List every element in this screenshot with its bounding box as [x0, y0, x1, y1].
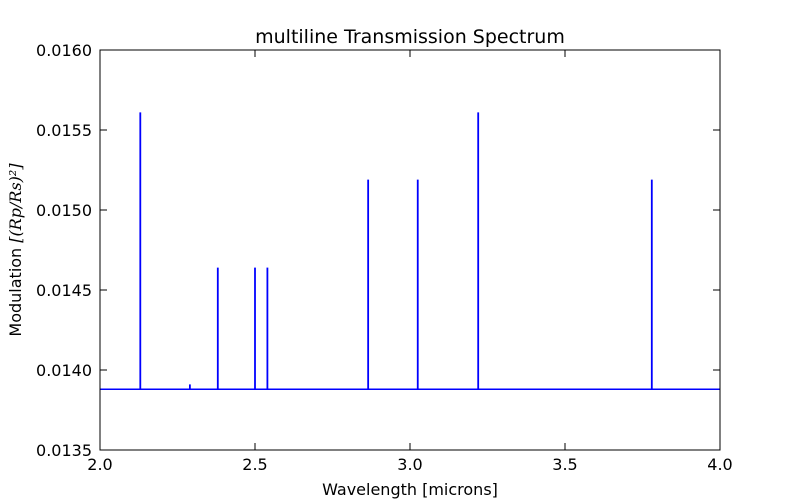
x-tick-label: 2.5	[242, 455, 267, 474]
y-tick-label: 0.0140	[36, 361, 92, 380]
x-axis: 2.0 2.5 3.0 3.5 4.0	[87, 50, 733, 474]
chart-title: multiline Transmission Spectrum	[255, 26, 565, 48]
plot-area	[100, 112, 720, 390]
y-axis: 0.0135 0.0140 0.0145 0.0150 0.0155 0.0160	[36, 41, 720, 460]
x-tick-label: 3.5	[552, 455, 577, 474]
y-tick-label: 0.0160	[36, 41, 92, 60]
y-axis-label-math: [(Rp/Rs)²]	[6, 163, 25, 243]
x-tick-label: 4.0	[707, 455, 732, 474]
y-tick-label: 0.0150	[36, 201, 92, 220]
y-tick-label: 0.0145	[36, 281, 92, 300]
y-axis-label: Modulation [(Rp/Rs)²]	[6, 163, 25, 337]
plot-frame	[99, 49, 721, 451]
y-tick-label: 0.0135	[36, 441, 92, 460]
y-tick-label: 0.0155	[36, 121, 92, 140]
y-axis-label-text: Modulation	[6, 243, 25, 337]
x-axis-label: Wavelength [microns]	[322, 480, 498, 499]
x-tick-label: 3.0	[397, 455, 422, 474]
x-tick-label: 2.0	[87, 455, 112, 474]
